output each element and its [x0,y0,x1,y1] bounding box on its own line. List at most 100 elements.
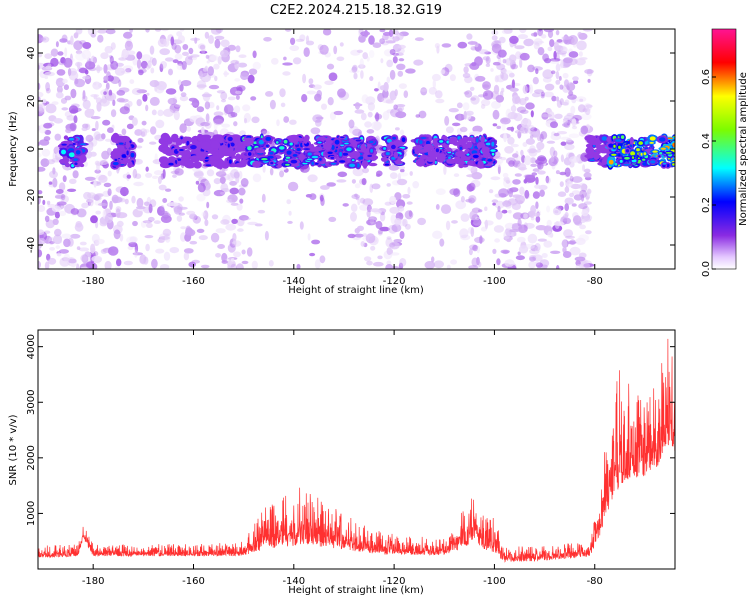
noise-blob-0 [49,247,55,251]
noise-blob-4 [567,94,577,100]
noise-blob-0 [72,170,79,179]
band-blob-6 [477,160,484,169]
band-core-8 [649,142,654,144]
noise-blob-2 [354,109,365,114]
snr-xtick-label: -160 [182,576,205,587]
noise-blob-0 [98,174,108,183]
spectrogram-panel: -180 -160 -140 -120 -100 -80 -40 -20 0 20 40 Heigh… [8,28,676,296]
noise-blob-0 [76,246,81,251]
noise-blob-1 [162,198,168,203]
noise-blob-4 [504,70,513,75]
band-core-4 [311,155,319,159]
colorbar-tick-label: 0.6 [701,69,712,85]
noise-blob-1 [116,220,124,227]
band-blob-4 [316,136,327,141]
noise-blob-0 [97,29,107,34]
noise-blob-5 [384,201,392,206]
noise-blob-4 [530,110,534,118]
snr-axes: -180 -160 -140 -120 -100 -80 1000 2000 3000 4000 [26,330,675,587]
noise-blob-0 [61,107,69,111]
band-blob-2 [209,155,220,161]
noise-blob-1 [233,121,238,127]
noise-blob-4 [522,84,528,94]
noise-blob-4 [536,133,542,142]
noise-blob-4 [571,118,577,127]
noise-blob-0 [41,36,50,43]
noise-blob-5 [468,197,475,204]
noise-blob-2 [372,42,382,48]
noise-blob-1 [230,263,237,269]
noise-blob-1 [200,122,211,127]
noise-blob-1 [135,173,142,179]
noise-blob-1 [221,252,228,263]
noise-blob-2 [358,34,366,43]
noise-blob-5 [412,181,420,189]
noise-blob-5 [287,220,293,224]
noise-blob-4 [496,258,501,266]
noise-blob-1 [172,174,177,178]
noise-blob-0 [43,122,53,129]
noise-blob-4 [494,75,499,83]
noise-blob-4 [518,228,525,233]
noise-blob-1 [118,197,126,203]
noise-blob-1 [221,99,226,103]
noise-blob-5 [457,41,468,49]
noise-blob-4 [555,96,560,102]
snr-xtick-label: -80 [587,576,603,587]
noise-blob-4 [530,163,538,167]
band-core-4 [303,148,311,150]
noise-blob-1 [213,111,224,117]
noise-blob-4 [523,38,534,47]
noise-blob-5 [240,72,249,80]
noise-blob-5 [468,265,479,269]
band-core-4 [318,157,322,161]
noise-blob-1 [121,48,129,59]
noise-blob-1 [186,126,191,132]
noise-blob-1 [141,120,147,126]
noise-blob-4 [511,223,522,228]
noise-blob-5 [358,64,366,69]
noise-blob-1 [161,210,170,218]
snr-panel: -180 -160 -140 -120 -100 -801000200030004000 … [8,329,676,596]
noise-blob-1 [230,258,235,262]
noise-blob-5 [320,185,330,190]
noise-blob-2 [390,108,401,118]
noise-blob-4 [517,34,529,40]
noise-blob-5 [394,89,398,97]
noise-blob-0 [95,133,105,142]
noise-blob-5 [252,173,262,183]
noise-blob-5 [292,57,302,65]
noise-blob-4 [575,96,587,103]
snr-ytick-label: 1000 [26,501,37,526]
band-blob-3 [255,148,265,154]
band-blob-6 [464,137,475,141]
noise-blob-4 [492,109,500,120]
noise-blob-4 [509,87,519,92]
noise-blob-0 [51,205,62,212]
band-blob-7 [601,158,608,165]
noise-blob-1 [209,55,219,61]
noise-blob-5 [283,56,287,61]
band-blob-2 [171,135,178,143]
noise-blob-3 [460,234,471,241]
band-core-3 [261,158,268,161]
noise-blob-4 [507,136,515,145]
noise-blob-0 [94,238,105,245]
noise-blob-1 [133,181,144,187]
noise-blob-1 [227,96,236,101]
snr-xtick-label: -100 [483,576,506,587]
noise-blob-1 [204,180,210,187]
noise-blob-4 [549,146,556,157]
noise-blob-1 [115,206,122,213]
noise-blob-4 [574,221,583,226]
noise-blob-4 [491,35,498,41]
noise-blob-1 [149,96,160,106]
band-core-4 [351,159,355,162]
noise-blob-1 [157,109,164,117]
noise-blob-1 [216,90,226,94]
noise-blob-1 [204,121,212,129]
noise-blob-0 [38,111,45,115]
noise-blob-0 [100,52,109,60]
noise-blob-0 [53,118,63,124]
noise-blob-1 [118,79,122,87]
